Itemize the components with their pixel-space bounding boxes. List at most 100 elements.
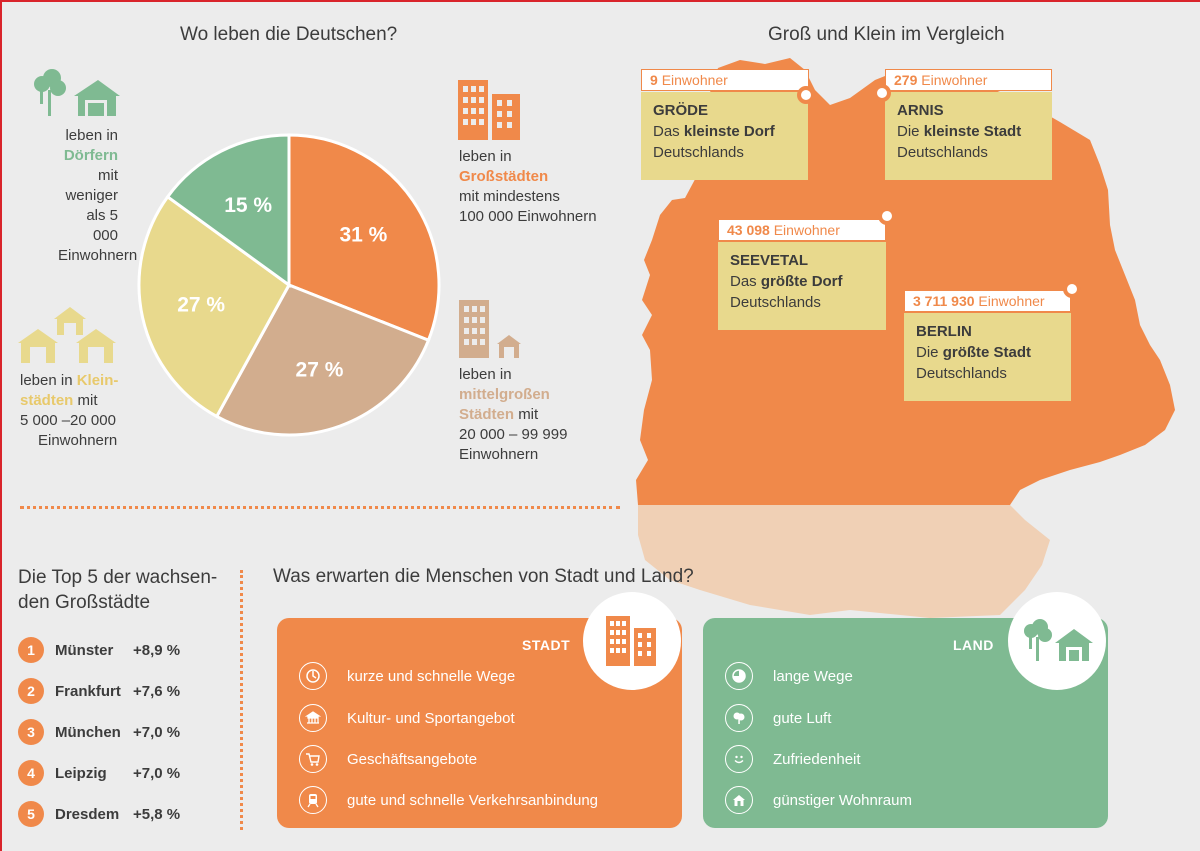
ann-key: städten <box>20 392 74 409</box>
callout-arnis: ARNIS Die kleinste Stadt Deutschlands <box>885 92 1052 180</box>
place-desc: Das <box>730 273 757 290</box>
ann-text: Einwohnern <box>38 432 118 449</box>
ann-text: leben in <box>459 366 512 383</box>
clock-long-icon <box>725 662 753 690</box>
annotation-mittel: leben in mittelgroßen Städten mit 20 000… <box>459 365 567 465</box>
place-key: größte Dorf <box>760 273 843 290</box>
stadt-item-label: gute und schnelle Verkehrsanbindung <box>347 791 599 809</box>
land-item-label: Zufriedenheit <box>773 750 861 768</box>
population-label: 3 711 930 Einwohner <box>904 290 1071 312</box>
ann-text: 100 000 Einwohnern <box>459 208 597 225</box>
ann-text: 20 000 – 99 999 <box>459 426 568 443</box>
smiley-icon <box>725 745 753 773</box>
place-desc: Das <box>653 123 680 140</box>
rank-change: +7,0 % <box>133 764 181 782</box>
population-unit: Einwohner <box>921 72 988 88</box>
place-country: Deutschlands <box>730 294 821 311</box>
place-name: GRÖDE <box>653 102 709 119</box>
ann-key: mittelgroßen <box>459 386 550 403</box>
ann-text: Einwohnern <box>58 247 138 264</box>
ann-text: 5 000 –20 000 <box>20 412 116 429</box>
stadt-item: kurze und schnelle Wege <box>299 662 515 690</box>
top5-row: 1 Münster +8,9 % <box>18 637 180 663</box>
clock-icon <box>299 662 327 690</box>
ann-key: Dörfern <box>63 147 118 164</box>
callout-seevetal: SEEVETAL Das größte Dorf Deutschlands <box>718 242 886 330</box>
ann-key: Großstädten <box>459 168 549 185</box>
land-item: lange Wege <box>725 662 853 690</box>
pie-slice <box>287 133 441 343</box>
rank-city: München <box>55 723 121 741</box>
pie-label: 27 % <box>296 359 344 382</box>
population-number: 279 <box>894 72 918 88</box>
section-divider-vertical <box>240 570 243 830</box>
stadt-item-label: Kultur- und Sportangebot <box>347 709 515 727</box>
population-unit: Einwohner <box>661 72 728 88</box>
pie-label: 27 % <box>177 294 225 317</box>
top5-row: 5 Dresdem +5,8 % <box>18 801 180 827</box>
population-label: 9 Einwohner <box>641 69 809 91</box>
place-key: größte Stadt <box>942 344 1032 361</box>
train-icon <box>299 786 327 814</box>
house-icon <box>725 786 753 814</box>
place-name: BERLIN <box>916 323 972 340</box>
place-name: ARNIS <box>897 102 944 119</box>
ann-text: mit <box>77 392 98 409</box>
place-key: kleinste Stadt <box>923 123 1022 140</box>
ann-text: mit <box>518 406 539 423</box>
stadt-item: Kultur- und Sportangebot <box>299 704 515 732</box>
ann-text: leben in <box>20 372 73 389</box>
population-unit: Einwohner <box>978 293 1045 309</box>
stadt-item: gute und schnelle Verkehrsanbindung <box>299 786 598 814</box>
museum-icon <box>299 704 327 732</box>
rank-badge: 5 <box>18 801 44 827</box>
place-country: Deutschlands <box>916 365 1007 382</box>
place-country: Deutschlands <box>897 144 988 161</box>
map-title: Groß und Klein im Vergleich <box>768 24 1005 45</box>
small-town-icon <box>18 307 116 363</box>
top5-row: 3 München +7,0 % <box>18 719 180 745</box>
pie-slice <box>137 194 291 419</box>
ann-text: weniger <box>65 187 118 204</box>
rank-city: Frankfurt <box>55 682 121 700</box>
large-city-icon <box>458 80 520 140</box>
ann-text: mit <box>98 167 118 184</box>
top5-title: Die Top 5 der wachsen-den Großstädte <box>18 567 218 613</box>
pie-chart: 31 % 27 % 27 % 15 % <box>137 133 441 437</box>
ann-text: mit mindestens <box>459 188 560 205</box>
ann-text: leben in <box>459 148 512 165</box>
rank-badge: 1 <box>18 637 44 663</box>
top5-row: 4 Leipzig +7,0 % <box>18 760 180 786</box>
stadt-badge <box>583 592 681 690</box>
rank-change: +5,8 % <box>133 805 181 823</box>
annotation-kleinstaedte: leben in Klein- städten mit 5 000 –20 00… <box>20 371 118 451</box>
annotation-doerfer: leben in Dörfern mit weniger als 5 000 E… <box>58 126 138 266</box>
population-number: 9 <box>650 72 658 88</box>
land-label: LAND <box>953 637 994 653</box>
population-unit: Einwohner <box>773 222 840 238</box>
compare-title: Was erwarten die Menschen von Stadt und … <box>273 566 694 587</box>
map-pin-seevetal <box>878 207 896 225</box>
land-item: günstiger Wohnraum <box>725 786 912 814</box>
land-badge <box>1008 592 1106 690</box>
pie-label: 31 % <box>339 223 387 246</box>
stadt-item-label: kurze und schnelle Wege <box>347 667 516 685</box>
top5-row: 2 Frankfurt +7,6 % <box>18 678 180 704</box>
rank-city: Münster <box>55 641 114 659</box>
stadt-item: Geschäftsangebote <box>299 745 477 773</box>
rank-change: +7,6 % <box>133 682 181 700</box>
village-icon <box>34 69 120 116</box>
place-desc: Die <box>897 123 920 140</box>
land-item: gute Luft <box>725 704 831 732</box>
annotation-grossstaedte: leben in Großstädten mit mindestens 100 … <box>459 147 597 227</box>
land-item-label: lange Wege <box>773 667 853 685</box>
medium-city-icon <box>459 300 521 358</box>
ann-text: leben in <box>65 127 118 144</box>
place-key: kleinste Dorf <box>683 123 775 140</box>
city-buildings-icon <box>606 616 656 666</box>
rank-city: Leipzig <box>55 764 107 782</box>
ann-key: Klein- <box>76 372 119 389</box>
stadt-item-label: Geschäftsangebote <box>347 750 478 768</box>
land-item: Zufriedenheit <box>725 745 861 773</box>
rank-badge: 2 <box>18 678 44 704</box>
